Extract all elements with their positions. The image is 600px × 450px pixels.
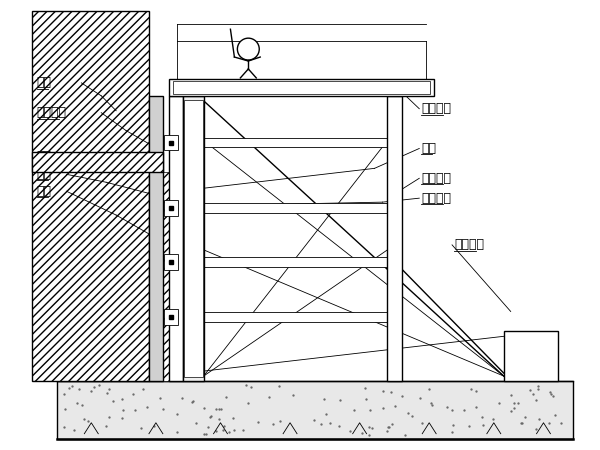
Bar — [203, 203, 388, 213]
Bar — [164, 310, 178, 325]
Bar — [164, 254, 178, 270]
Text: 调节丝杆: 调节丝杆 — [454, 238, 484, 252]
Text: 埋件系统: 埋件系统 — [421, 192, 451, 205]
Circle shape — [238, 38, 259, 60]
Bar — [32, 11, 149, 381]
Bar — [183, 96, 203, 381]
Bar — [56, 381, 574, 439]
Bar — [388, 96, 403, 381]
Bar — [164, 135, 178, 150]
Text: 防水保护: 防水保护 — [37, 106, 67, 119]
Text: 操作平台: 操作平台 — [421, 102, 451, 115]
Text: 单侧支架: 单侧支架 — [421, 172, 451, 185]
Bar — [164, 200, 178, 216]
Bar — [203, 138, 388, 148]
Text: 垫层: 垫层 — [37, 184, 52, 198]
Bar — [169, 96, 183, 381]
Bar — [203, 257, 388, 267]
Bar — [203, 312, 388, 322]
Bar — [32, 153, 163, 172]
Bar — [504, 331, 559, 381]
Polygon shape — [149, 172, 169, 381]
Text: 导墙: 导墙 — [37, 150, 52, 163]
Bar — [173, 81, 430, 94]
Bar — [184, 100, 203, 377]
Bar — [169, 79, 434, 96]
Bar — [149, 96, 163, 381]
Text: 模板: 模板 — [421, 142, 436, 155]
Text: 墙体: 墙体 — [37, 76, 52, 90]
Text: 底板: 底板 — [37, 168, 52, 181]
